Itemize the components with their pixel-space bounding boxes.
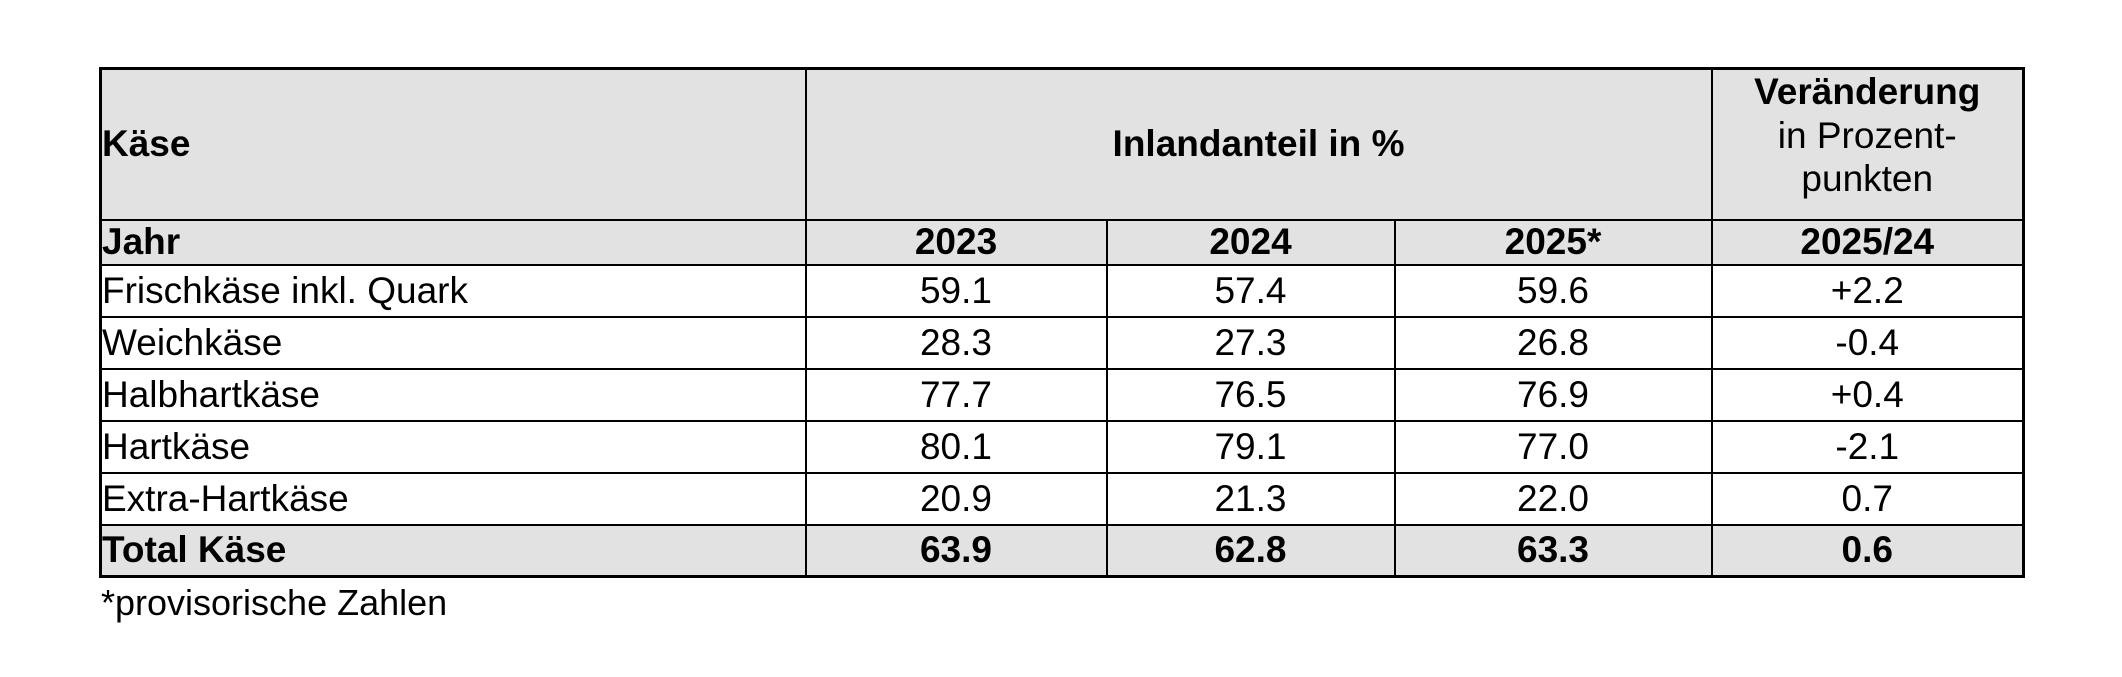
table-total-row: Total Käse 63.9 62.8 63.3 0.6 [99, 523, 2025, 578]
value-2025: 26.8 [1393, 315, 1713, 370]
row-label: Hartkäse [99, 419, 807, 474]
value-change: +0.4 [1710, 367, 2025, 422]
column-header-2023: 2023 [804, 218, 1108, 266]
total-value-2025: 63.3 [1393, 523, 1713, 578]
total-value-2023: 63.9 [804, 523, 1108, 578]
value-2024: 27.3 [1105, 315, 1396, 370]
corner-header-kase: Käse [99, 67, 807, 221]
total-value-change: 0.6 [1710, 523, 2025, 578]
veraenderung-header-line1: Veränderung [1754, 71, 1981, 112]
value-2023: 80.1 [804, 419, 1108, 474]
value-2025: 22.0 [1393, 471, 1713, 526]
column-header-2025: 2025* [1393, 218, 1713, 266]
veraenderung-header-line3: punkten [1801, 158, 1934, 200]
row-label: Weichkäse [99, 315, 807, 370]
value-change: -0.4 [1710, 315, 2025, 370]
veraenderung-header-line2: in Prozent- [1777, 114, 1957, 156]
row-label: Frischkäse inkl. Quark [99, 263, 807, 318]
table-header-row-years: Jahr 2023 2024 2025* 2025/24 [99, 218, 2025, 266]
table-row: Frischkäse inkl. Quark 59.1 57.4 59.6 +2… [99, 263, 2025, 318]
column-header-change-period: 2025/24 [1710, 218, 2025, 266]
value-change: 0.7 [1710, 471, 2025, 526]
row-label: Extra-Hartkäse [99, 471, 807, 526]
row-label: Halbhartkäse [99, 367, 807, 422]
value-2024: 76.5 [1105, 367, 1396, 422]
cheese-domestic-share-table: Käse Inlandanteil in % Veränderung in Pr… [99, 67, 2026, 578]
total-value-2024: 62.8 [1105, 523, 1396, 578]
year-row-label: Jahr [99, 218, 807, 266]
value-2024: 57.4 [1105, 263, 1396, 318]
value-change: -2.1 [1710, 419, 2025, 474]
value-change: +2.2 [1710, 263, 2025, 318]
value-2024: 79.1 [1105, 419, 1396, 474]
table-row: Weichkäse 28.3 27.3 26.8 -0.4 [99, 315, 2025, 370]
value-2023: 20.9 [804, 471, 1108, 526]
value-2025: 76.9 [1393, 367, 1713, 422]
table-row: Extra-Hartkäse 20.9 21.3 22.0 0.7 [99, 471, 2025, 526]
value-2024: 21.3 [1105, 471, 1396, 526]
group-header-inlandanteil: Inlandanteil in % [804, 67, 1713, 221]
table-row: Hartkäse 80.1 79.1 77.0 -2.1 [99, 419, 2025, 474]
value-2023: 28.3 [804, 315, 1108, 370]
table-header-row-group: Käse Inlandanteil in % Veränderung in Pr… [99, 67, 2025, 221]
value-2025: 59.6 [1393, 263, 1713, 318]
value-2025: 77.0 [1393, 419, 1713, 474]
column-header-2024: 2024 [1105, 218, 1396, 266]
value-2023: 77.7 [804, 367, 1108, 422]
table-row: Halbhartkäse 77.7 76.5 76.9 +0.4 [99, 367, 2025, 422]
value-2023: 59.1 [804, 263, 1108, 318]
column-header-veraenderung: Veränderung in Prozent- punkten [1710, 67, 2025, 221]
total-row-label: Total Käse [99, 523, 807, 578]
provisional-figures-footnote: *provisorische Zahlen [101, 582, 448, 623]
